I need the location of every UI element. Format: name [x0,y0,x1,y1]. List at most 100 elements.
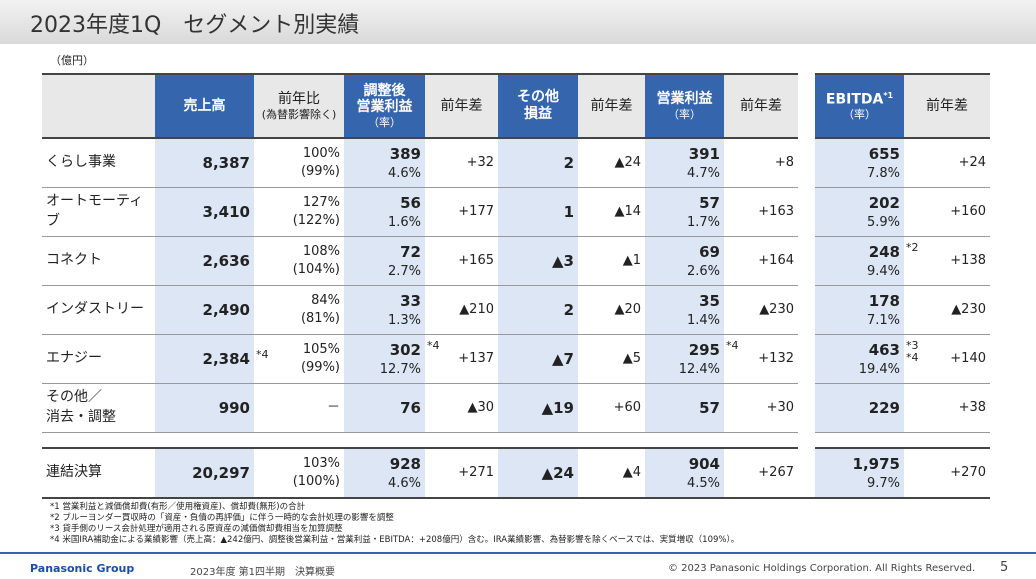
page-number: 5 [1000,560,1009,575]
ebitda-diff-value: +160 [950,204,986,220]
footer-divider [0,552,1036,554]
adj-op-rate: 4.6% [387,475,421,491]
adj-op-diff-value: +177 [458,204,494,220]
adj-op: 389 4.6% [344,138,425,188]
sales-value: 3,410 [202,202,250,221]
document-name: 2023年度 第1四半期 決算概要 [190,567,335,578]
ebitda-diff-value: +140 [950,351,986,367]
adj-op: 928 4.6% [344,448,425,499]
sales: 20,297 [155,448,254,499]
op-diff: +8 [724,138,798,188]
note-marker: *4 [726,338,739,352]
yoy: 100% (99%) [254,138,344,188]
header-ebitda-label: EBITDA [825,91,884,108]
op: 57 [645,383,724,433]
header-rate: （率） [668,107,701,121]
unit-label: （億円） [50,54,94,67]
adj-op-rate: 4.6% [387,165,421,181]
op-value: 35 [699,291,720,310]
adj-op-diff: ▲30 [425,383,498,433]
segment-label: オートモーティブ [42,187,155,237]
ebitda-value: 463 [868,340,900,359]
op: 295 *4 12.4% [645,334,739,384]
note-marker: *4 [256,347,269,361]
adj-op-diff-value: +165 [458,253,494,269]
ebitda: 1,975 9.7% [815,448,904,499]
ebitda-value: 202 [868,193,900,212]
yoy-rate: (81%) [300,311,340,326]
op-diff: +163 [724,187,798,237]
other-diff: ▲4 [578,448,645,499]
yoy-rate: (104%) [292,262,340,277]
sales-value: 2,384 [202,349,250,368]
sales-value: 20,297 [192,463,250,482]
op: 904 4.5% [645,448,724,499]
segment-label: くらし事業 [42,138,155,188]
ebitda-rate: 9.4% [866,263,900,279]
ebitda: 248 *2 9.4% [815,236,919,286]
ebitda: 655 7.8% [815,138,904,188]
column-gap [798,285,815,335]
yoy-value: 84% [311,293,340,309]
adj-op-diff: ▲210 [425,285,498,335]
yoy: 103% (100%) [254,448,344,499]
op: 69 2.6% [645,236,724,286]
other-diff: ▲5 [578,334,645,384]
op: 391 4.7% [645,138,724,188]
note-marker: *4 [427,338,440,352]
adj-op-value: 56 [400,193,421,212]
adj-op-value: 72 [400,242,421,261]
header-diff: 前年差 [904,73,990,139]
op-rate: 1.4% [686,312,720,328]
header-ebitda: EBITDA*1 （率） [815,73,904,139]
table-row: コネクト 2,636 108% (104%) 72 2.7% +165 ▲3 ▲1 69 2.6% +… [42,236,990,286]
other-value: 2 [563,153,574,172]
other-diff-value: ▲1 [622,253,641,269]
adj-op: 302 *4 12.7% [344,334,440,384]
column-gap [798,187,815,237]
ebitda-diff: +160 [904,187,990,237]
other-diff-value: ▲5 [622,351,641,367]
op-diff: +267 [724,448,798,499]
ebitda: 178 7.1% [815,285,904,335]
other-diff-value: ▲24 [614,155,641,171]
segment-label: その他／ 消去・調整 [42,383,155,433]
adj-op-diff: +271 [425,448,498,499]
yoy-rate: (99%) [300,360,340,375]
ebitda-diff-value: ▲230 [951,302,986,318]
other-value: 2 [563,300,574,319]
ebitda: 229 [815,383,904,433]
segment-label: コネクト [42,236,155,286]
footnote: *1 営業利益と減価償却費(有形／使用権資産)、償却費(無形)の合計 [50,502,306,512]
other-diff: ▲14 [578,187,645,237]
segment-label: 連結決算 [42,448,155,499]
yoy-value: 103% [302,456,340,472]
column-gap [798,432,815,448]
segment-label: インダストリー [42,285,155,335]
adj-op-diff: +137 [425,334,498,384]
header-yoy-sub: (為替影響除く) [261,107,337,121]
ebitda-diff: +138 [904,236,990,286]
yoy-rate: (100%) [292,474,340,489]
ebitda-value: 178 [868,291,900,310]
ebitda-value: 1,975 [852,454,900,473]
title-bar: 2023年度1Q セグメント別実績 [0,0,1036,44]
yoy-rate: (99%) [300,164,340,179]
adj-op-diff-value: +271 [458,465,494,481]
yoy: － [254,383,344,433]
other-value: 1 [563,202,574,221]
ebitda-diff: +38 [904,383,990,433]
adj-op-diff-value: ▲30 [467,400,494,416]
adj-op: 76 [344,383,425,433]
page-title: 2023年度1Q セグメント別実績 [30,13,360,38]
op-diff-value: +30 [766,400,794,416]
ebitda: 463 *3 *4 19.4% [815,334,919,384]
header-adj-op: 調整後 営業利益 （率） [344,73,425,139]
ebitda-rate: 7.1% [866,312,900,328]
ebitda-rate: 7.8% [866,165,900,181]
footnotes: *1 営業利益と減価償却費(有形／使用権資産)、償却費(無形)の合計 *2 ブル… [50,502,739,546]
ebitda-diff-value: +138 [950,253,986,269]
column-gap [798,74,815,138]
table-row: インダストリー 2,490 84% (81%) 33 1.3% ▲210 2 ▲20 35 1.4%… [42,285,990,335]
op-diff: +30 [724,383,798,433]
